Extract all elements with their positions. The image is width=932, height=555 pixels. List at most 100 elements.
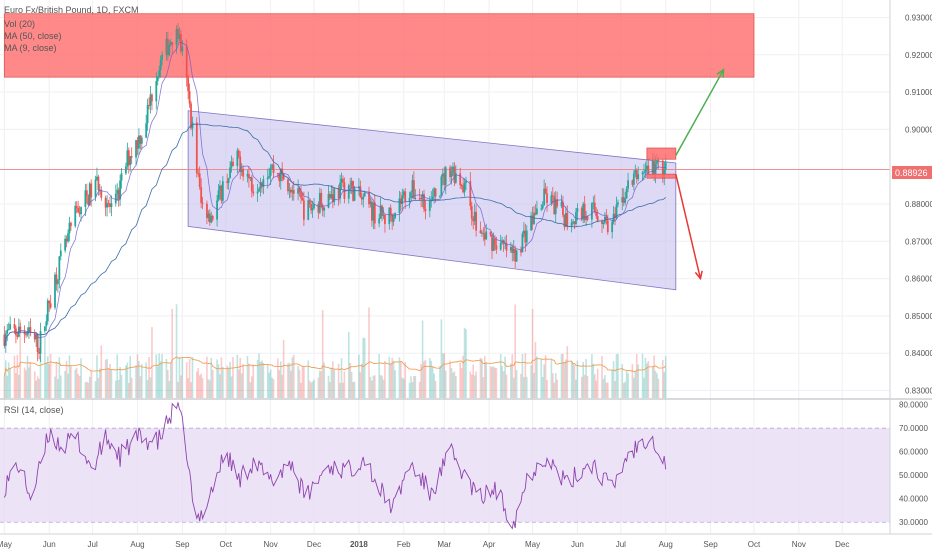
volume-bar: [114, 380, 117, 398]
volume-bar: [523, 377, 525, 398]
candle-body: [256, 191, 259, 194]
candle-body: [524, 230, 527, 243]
candle-body: [313, 203, 315, 209]
candle-body: [469, 181, 472, 206]
rsi-legend: RSI (14, close): [4, 405, 64, 415]
candle-body: [64, 238, 67, 251]
volume-bar: [258, 353, 260, 398]
candle-body: [229, 167, 231, 179]
candle-body: [33, 332, 36, 340]
volume-bar: [401, 377, 404, 398]
candle-body: [369, 201, 372, 205]
candle-body: [384, 214, 386, 225]
time-tick-label: Sep: [703, 540, 718, 549]
candle-body: [266, 177, 269, 180]
volume-bar: [656, 373, 658, 398]
candle-body: [175, 28, 178, 46]
candle-body: [391, 214, 394, 222]
candle-body: [582, 203, 585, 220]
volume-bar: [347, 331, 350, 398]
volume-bar: [237, 369, 240, 398]
rsi-tick-label: 70.0000: [899, 424, 928, 433]
volume-bar: [110, 369, 113, 398]
candle-body: [534, 212, 537, 215]
volume-bar: [177, 382, 179, 398]
candle-body: [250, 177, 253, 192]
candle-body: [627, 180, 629, 189]
volume-bar: [4, 360, 7, 398]
volume-bar: [313, 379, 315, 398]
candle-body: [450, 171, 453, 178]
volume-bar: [248, 363, 250, 398]
candle-body: [149, 94, 152, 106]
candle-body: [449, 167, 451, 178]
candle-body: [140, 137, 143, 144]
volume-bar: [232, 357, 234, 398]
volume-bar: [210, 357, 213, 398]
volume-bar: [188, 359, 191, 398]
volume-bar: [178, 357, 181, 398]
volume-bar: [424, 359, 427, 398]
volume-bar: [33, 371, 36, 398]
candle-body: [161, 54, 163, 60]
candle-body: [292, 190, 295, 194]
volume-bar: [533, 372, 535, 398]
candle-body: [278, 173, 281, 182]
candle-body: [572, 221, 574, 223]
volume-bar: [485, 362, 488, 398]
volume-bar: [279, 361, 282, 398]
rsi-tick-label: 30.0000: [899, 518, 928, 527]
candle-body: [219, 185, 221, 191]
volume-bar: [631, 364, 634, 398]
volume-bar: [596, 368, 599, 398]
volume-bar: [301, 366, 304, 398]
candle-body: [262, 179, 265, 187]
candle-body: [410, 192, 412, 199]
candle-body: [78, 212, 81, 215]
current-price-tag: [892, 166, 932, 179]
volume-bar: [342, 382, 344, 398]
candle-body: [248, 173, 250, 179]
candle-body: [77, 207, 80, 213]
candle-body: [402, 191, 405, 196]
candle-body: [68, 222, 71, 234]
candle-body: [515, 250, 518, 262]
volume-bar: [429, 358, 431, 398]
candle-body: [368, 192, 370, 205]
candle-body: [303, 200, 305, 220]
volume-bar: [404, 361, 407, 398]
volume-bar: [575, 379, 577, 398]
candle-body: [544, 188, 547, 194]
candle-body: [362, 196, 365, 200]
volume-bar: [583, 374, 586, 398]
volume-bar: [394, 370, 396, 398]
candle-body: [177, 28, 179, 39]
candle-body: [479, 230, 482, 233]
candle-body: [596, 216, 599, 221]
volume-bar: [272, 379, 275, 398]
candle-body: [6, 329, 9, 334]
volume-bar: [104, 359, 107, 398]
volume-bar: [187, 378, 189, 398]
volume-bar: [64, 370, 66, 398]
volume-bar: [612, 361, 615, 398]
time-tick-label: Jun: [43, 540, 56, 549]
volume-bar: [127, 382, 130, 398]
volume-bar: [207, 379, 210, 398]
volume-bar: [196, 371, 198, 398]
volume-bar: [333, 369, 336, 398]
resistance-zone: [3, 13, 755, 78]
volume-bar: [149, 377, 152, 398]
rsi-line: [3, 402, 667, 530]
volume-bar: [339, 382, 341, 398]
volume-bar: [453, 371, 456, 398]
volume-bar: [139, 376, 142, 398]
volume-bar: [167, 370, 169, 398]
volume-bar: [481, 358, 483, 398]
candle-body: [70, 222, 72, 227]
volume-bar: [411, 381, 414, 398]
volume-bar: [384, 361, 386, 398]
candle-body: [297, 188, 300, 194]
